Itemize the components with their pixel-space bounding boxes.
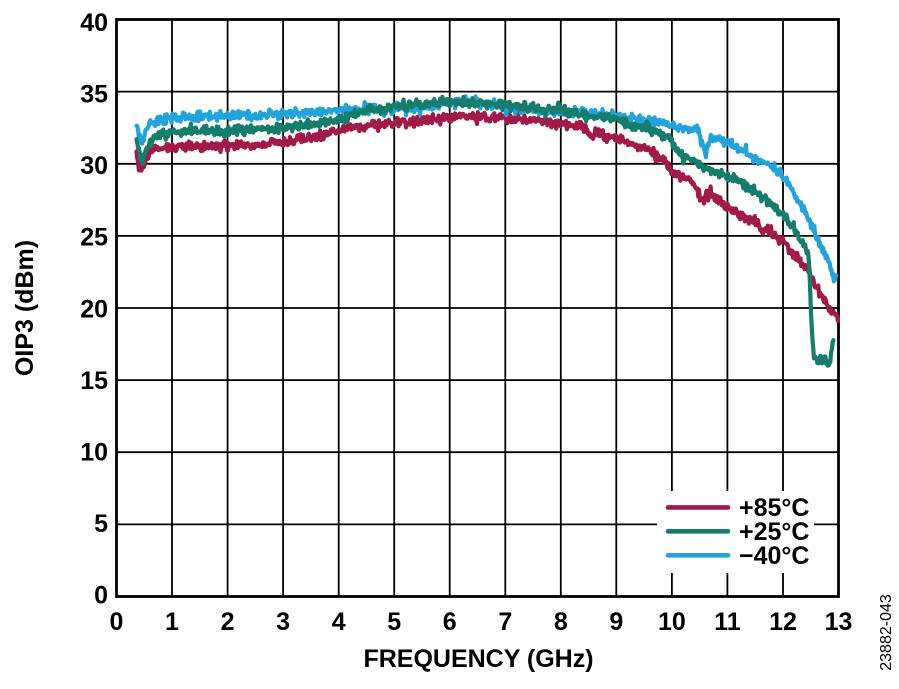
svg-text:23882-043: 23882-043: [878, 594, 895, 671]
svg-text:25: 25: [80, 224, 108, 252]
svg-text:FREQUENCY (GHz): FREQUENCY (GHz): [363, 645, 593, 673]
svg-text:0: 0: [94, 582, 108, 610]
svg-text:15: 15: [80, 367, 108, 395]
svg-text:40: 40: [80, 9, 108, 37]
svg-text:6: 6: [443, 608, 457, 636]
svg-text:13: 13: [825, 608, 853, 636]
svg-text:OIP3 (dBm): OIP3 (dBm): [11, 240, 39, 376]
svg-text:12: 12: [769, 608, 797, 636]
svg-text:2: 2: [221, 608, 235, 636]
svg-text:9: 9: [609, 608, 623, 636]
svg-text:0: 0: [110, 608, 124, 636]
svg-text:4: 4: [332, 608, 346, 636]
svg-text:10: 10: [658, 608, 686, 636]
svg-text:5: 5: [387, 608, 401, 636]
svg-text:30: 30: [80, 152, 108, 180]
svg-text:−40°C: −40°C: [739, 542, 809, 570]
svg-text:3: 3: [276, 608, 290, 636]
svg-text:10: 10: [80, 438, 108, 466]
svg-text:1: 1: [165, 608, 179, 636]
svg-text:+85°C: +85°C: [739, 494, 809, 522]
svg-text:35: 35: [80, 81, 108, 109]
svg-text:+25°C: +25°C: [739, 518, 809, 546]
svg-text:7: 7: [498, 608, 512, 636]
svg-text:8: 8: [554, 608, 568, 636]
svg-text:5: 5: [94, 510, 108, 538]
svg-text:20: 20: [80, 295, 108, 323]
svg-text:11: 11: [714, 608, 741, 636]
